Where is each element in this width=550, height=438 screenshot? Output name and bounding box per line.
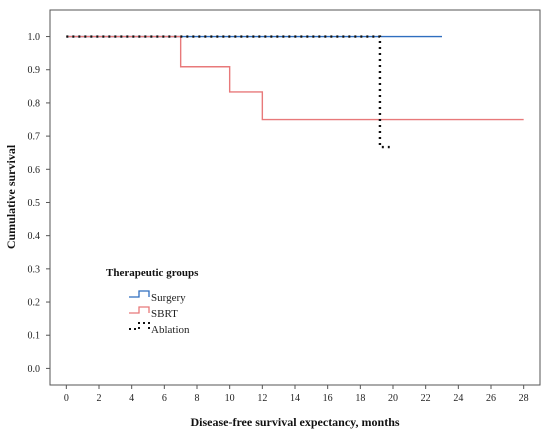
y-tick-label: 1.0 xyxy=(28,32,41,43)
x-tick-label: 6 xyxy=(162,393,167,404)
x-tick-label: 2 xyxy=(97,393,102,404)
x-axis-title: Disease-free survival expectancy, months xyxy=(190,415,399,429)
y-tick-label: 0.4 xyxy=(28,231,41,242)
y-tick-label: 0.6 xyxy=(28,165,41,176)
y-tick-label: 0.5 xyxy=(28,198,41,209)
legend-swatch-sbrt xyxy=(129,306,150,314)
series-line-ablation xyxy=(66,35,390,149)
y-tick-label: 0.9 xyxy=(28,65,41,76)
y-tick-label: 0.7 xyxy=(28,132,41,143)
x-tick-label: 14 xyxy=(290,393,300,404)
series-line-sbrt xyxy=(66,35,524,121)
y-axis-ticks: 0.0 0.1 0.2 0.3 0.4 0.5 0.6 0.7 0.8 0.9 1.0 xyxy=(28,32,50,375)
legend-label-surgery: Surgery xyxy=(151,292,186,304)
x-tick-label: 18 xyxy=(355,393,365,404)
legend-swatch-ablation xyxy=(129,322,150,330)
x-tick-label: 24 xyxy=(453,393,463,404)
legend: Therapeutic groups Surgery SBRT Ablation xyxy=(106,267,199,336)
x-tick-label: 8 xyxy=(195,393,200,404)
x-tick-label: 4 xyxy=(129,393,134,404)
x-axis-ticks: 0 2 4 6 8 10 12 14 16 18 20 22 24 26 28 xyxy=(64,385,529,404)
legend-label-sbrt: SBRT xyxy=(151,308,178,320)
plot-frame xyxy=(49,9,541,386)
x-tick-label: 16 xyxy=(323,393,333,404)
x-tick-label: 10 xyxy=(225,393,235,404)
x-tick-label: 20 xyxy=(388,393,398,404)
y-tick-label: 0.0 xyxy=(28,364,41,375)
x-tick-label: 0 xyxy=(64,393,69,404)
x-tick-label: 28 xyxy=(519,393,529,404)
y-tick-label: 0.8 xyxy=(28,98,41,109)
y-tick-label: 0.3 xyxy=(28,264,41,275)
legend-label-ablation: Ablation xyxy=(151,324,190,336)
legend-swatch-surgery xyxy=(129,290,150,298)
y-tick-label: 0.2 xyxy=(28,298,41,309)
legend-title: Therapeutic groups xyxy=(106,267,199,279)
y-tick-label: 0.1 xyxy=(28,331,41,342)
y-axis-title: Cumulative survival xyxy=(4,144,18,249)
series-lines xyxy=(66,35,524,149)
x-tick-label: 22 xyxy=(421,393,431,404)
x-tick-label: 26 xyxy=(486,393,496,404)
x-tick-label: 12 xyxy=(257,393,267,404)
